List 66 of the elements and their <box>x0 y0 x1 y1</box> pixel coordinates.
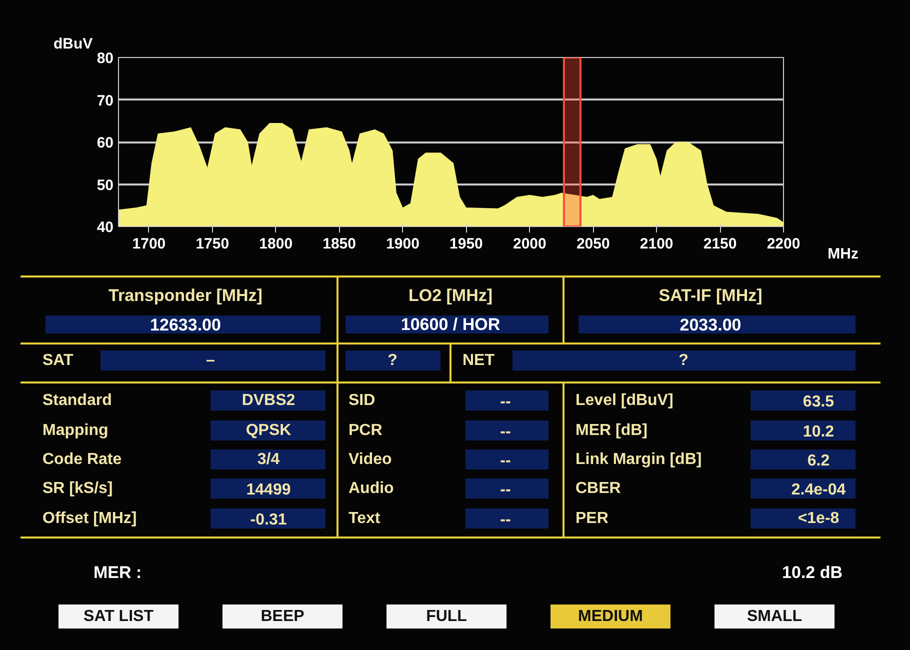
text: BEEP <box>260 608 305 625</box>
text: SAT-IF [MHz] <box>658 286 762 305</box>
x-axis-title: MHz <box>828 246 858 262</box>
x-tick-label: 1900 <box>386 236 420 252</box>
x-tick-label: 2050 <box>576 236 610 252</box>
text: LO2 [MHz] <box>408 286 493 305</box>
text: MEDIUM <box>578 608 643 625</box>
x-tick-label: 1850 <box>322 236 356 252</box>
text: – <box>206 352 216 369</box>
text: ? <box>388 352 398 369</box>
x-tick-label: 2000 <box>513 236 546 252</box>
text: 63.5 <box>802 394 834 410</box>
text: NET <box>462 352 495 369</box>
text: -- <box>500 482 511 498</box>
text: SID <box>348 392 376 409</box>
text: Code Rate <box>42 451 122 468</box>
x-tick-label: 2150 <box>703 236 737 252</box>
x-tick-label: 1950 <box>450 236 483 252</box>
text: Video <box>348 451 392 468</box>
text: -0.31 <box>250 512 287 528</box>
text: FULL <box>426 608 468 625</box>
text: Link Margin [dB] <box>576 451 702 468</box>
y-axis-title: dBuV <box>54 36 93 52</box>
text: 10.2 dB <box>782 563 843 582</box>
text: SAT <box>42 352 74 369</box>
text: 14499 <box>246 482 291 498</box>
text: 3/4 <box>257 451 280 468</box>
text: QPSK <box>246 422 292 439</box>
x-tick-label: 1700 <box>132 236 166 252</box>
text: SAT LIST <box>84 608 154 625</box>
text: Mapping <box>42 422 108 439</box>
y-tick-label: 70 <box>96 92 114 110</box>
text: -- <box>500 424 511 440</box>
x-tick-label: 1750 <box>196 236 230 252</box>
text: <1e-8 <box>798 510 840 527</box>
x-tick-label: 2100 <box>640 236 674 252</box>
y-tick-label: 50 <box>96 176 114 194</box>
text: Audio <box>348 480 394 497</box>
text: Level [dBuV] <box>576 392 674 409</box>
y-tick-label: 80 <box>96 50 114 67</box>
y-tick-label: 40 <box>96 219 114 236</box>
x-tick-label: 2200 <box>766 236 800 252</box>
text: Text <box>348 510 381 527</box>
text: PCR <box>348 422 383 439</box>
text: 10600 / HOR <box>400 315 500 334</box>
text: SMALL <box>746 608 802 625</box>
text: 10.2 <box>802 424 834 440</box>
text: ? <box>678 352 688 369</box>
text: 12633.00 <box>150 316 221 334</box>
text: -- <box>500 512 511 528</box>
text: DVBS2 <box>242 392 296 409</box>
text: MER [dB] <box>576 422 648 439</box>
text: SR [kS/s] <box>42 480 113 497</box>
text: Offset [MHz] <box>42 510 137 527</box>
text: 6.2 <box>807 452 830 470</box>
text: 2033.00 <box>680 316 742 334</box>
text: Transponder [MHz] <box>108 286 262 305</box>
text: Standard <box>42 392 112 409</box>
text: CBER <box>576 480 622 497</box>
x-tick-label: 1800 <box>259 236 293 252</box>
text: -- <box>500 394 511 410</box>
text: 2.4e-04 <box>791 482 846 498</box>
text: -- <box>500 452 511 470</box>
text: MER : <box>94 563 142 582</box>
y-tick-label: 60 <box>96 134 114 152</box>
text: PER <box>576 510 609 527</box>
